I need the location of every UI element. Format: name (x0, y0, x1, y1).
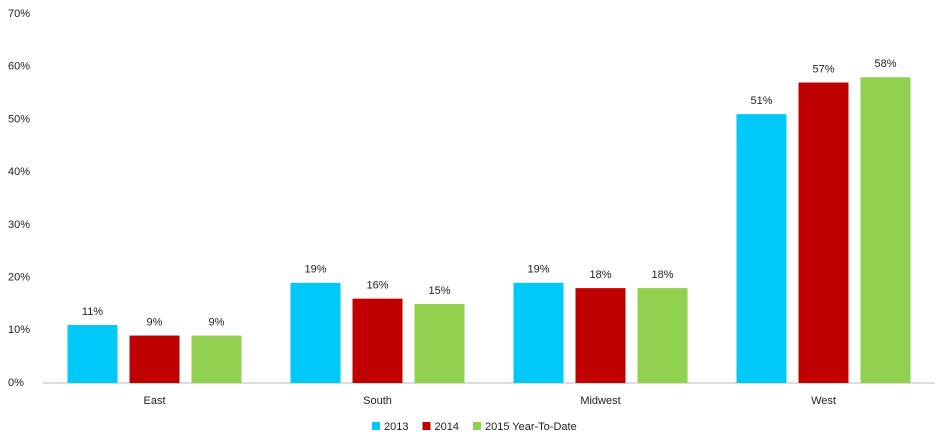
bar (290, 282, 341, 383)
value-label: 57% (812, 63, 834, 75)
y-tick-label: 70% (8, 8, 30, 20)
x-tick-label: East (143, 395, 165, 407)
value-label: 16% (366, 280, 388, 292)
value-label: 11% (82, 306, 103, 318)
bar (414, 303, 465, 383)
value-label: 18% (651, 269, 673, 281)
y-tick-label: 0% (8, 377, 24, 389)
bar (798, 82, 849, 384)
legend-swatch (372, 422, 380, 430)
value-label: 58% (874, 58, 896, 70)
legend-label: 2015 Year-To-Date (485, 421, 577, 433)
bar (129, 335, 180, 383)
legend-swatch (422, 422, 431, 430)
bar (860, 77, 911, 383)
y-tick-label: 30% (8, 219, 30, 231)
bar (736, 114, 787, 384)
bar (191, 335, 242, 383)
bar (513, 282, 564, 383)
value-label: 19% (304, 264, 326, 276)
y-tick-label: 10% (8, 324, 30, 336)
y-tick-label: 60% (8, 61, 30, 73)
bar (575, 288, 626, 383)
value-label: 18% (589, 269, 611, 281)
x-tick-label: Midwest (580, 395, 620, 407)
legend-swatch (472, 422, 481, 430)
legend-label: 2014 (434, 421, 458, 433)
legend-label: 2013 (384, 421, 408, 433)
x-tick-label: South (363, 395, 392, 407)
x-tick-label: West (811, 395, 836, 407)
y-tick-label: 20% (8, 271, 30, 283)
y-tick-label: 50% (8, 113, 30, 125)
bar (352, 298, 403, 383)
value-label: 9% (209, 316, 225, 328)
value-label: 51% (750, 95, 772, 107)
bar (637, 288, 688, 383)
value-label: 9% (147, 316, 163, 328)
bar (67, 325, 118, 383)
value-label: 15% (428, 285, 450, 297)
y-tick-label: 40% (8, 166, 30, 178)
value-label: 19% (527, 264, 549, 276)
